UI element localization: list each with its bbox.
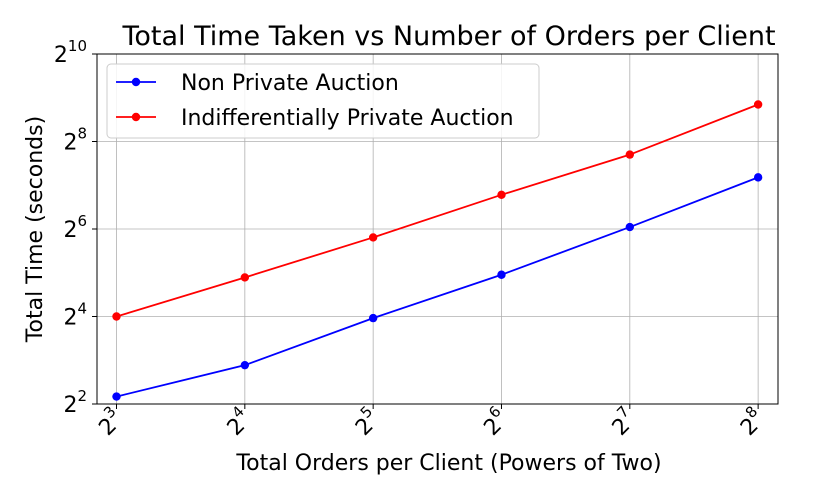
y-tick-label: 22 <box>63 387 87 418</box>
y-tick-labels: 22 24 26 28 210 <box>54 37 97 418</box>
series-2-point <box>112 312 121 321</box>
series-line-2 <box>116 103 759 318</box>
y-axis-label: Total Time (seconds) <box>23 116 48 343</box>
legend-label-1: Non Private Auction <box>181 71 399 96</box>
series-1-point <box>240 360 250 370</box>
series-layer <box>112 100 763 401</box>
series-1-point <box>625 222 635 232</box>
legend: Non Private Auction Indifferentially Priv… <box>106 63 540 139</box>
series-2-point <box>240 273 250 282</box>
series-2-point <box>497 190 506 200</box>
series-2-point <box>753 100 763 109</box>
chart-title: Total Time Taken vs Number of Orders per… <box>121 21 775 52</box>
series-1-point <box>753 173 763 182</box>
legend-marker-2 <box>131 112 141 122</box>
legend-box <box>106 63 540 139</box>
y-tick-label: 28 <box>63 125 87 156</box>
y-tick-label: 26 <box>63 212 87 243</box>
y-tick-label: 210 <box>54 37 87 68</box>
series-line-1 <box>116 176 759 398</box>
series-2-point <box>625 150 635 159</box>
series-1-point <box>112 392 121 401</box>
x-axis-label: Total Orders per Client (Powers of Two) <box>235 451 661 476</box>
series-1-point <box>368 313 378 323</box>
series-2-point <box>368 233 378 242</box>
series-1-point <box>497 270 506 279</box>
legend-label-2: Indifferentially Private Auction <box>181 106 514 131</box>
legend-marker-1 <box>131 77 141 87</box>
y-tick-label: 24 <box>63 300 87 331</box>
